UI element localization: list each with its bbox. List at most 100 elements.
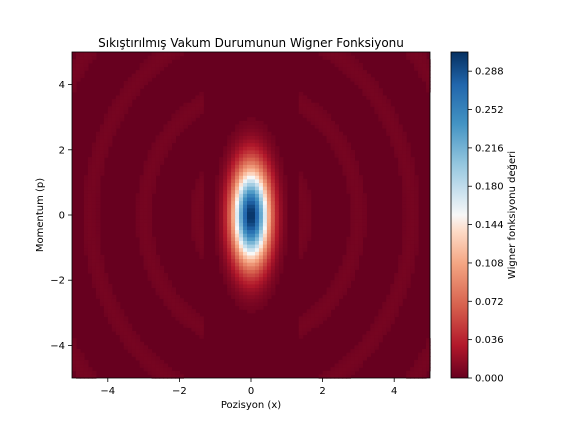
heatmap-cell: [342, 254, 348, 260]
heatmap-cell: [235, 182, 240, 187]
heatmap-cell: [378, 106, 383, 111]
heatmap-cell: [251, 149, 256, 155]
heatmap-cell: [159, 52, 165, 57]
heatmap-cell: [147, 258, 153, 263]
heatmap-cell: [346, 175, 352, 180]
heatmap-cell: [262, 131, 268, 136]
heatmap-cell: [247, 146, 252, 151]
heatmap-cell: [362, 211, 367, 216]
heatmap-cell: [362, 225, 367, 231]
heatmap-cell: [318, 52, 324, 57]
heatmap-cell: [175, 309, 180, 314]
heatmap-cell: [95, 215, 101, 220]
heatmap-cell: [394, 291, 399, 296]
heatmap-cell: [386, 298, 391, 303]
heatmap-cell: [274, 269, 280, 274]
heatmap-cell: [254, 149, 260, 155]
heatmap-cell: [342, 157, 348, 162]
heatmap-cell: [219, 167, 224, 173]
heatmap-cell: [350, 218, 356, 223]
heatmap-cell: [123, 106, 129, 111]
heatmap-cell: [338, 142, 344, 147]
heatmap-cell: [426, 367, 431, 372]
heatmap-cell: [278, 204, 284, 209]
heatmap-cell: [362, 91, 367, 97]
heatmap-cell: [334, 374, 340, 379]
heatmap-cell: [215, 200, 220, 205]
heatmap-cell: [266, 225, 272, 231]
heatmap-cell: [151, 153, 157, 158]
heatmap-cell: [258, 251, 264, 256]
heatmap-cell: [135, 218, 141, 223]
heatmap-cell: [103, 294, 109, 299]
heatmap-cell: [270, 189, 276, 194]
heatmap-cell: [147, 251, 153, 256]
heatmap-cell: [258, 305, 264, 310]
heatmap-cell: [366, 80, 371, 86]
heatmap-cell: [346, 370, 352, 375]
heatmap-cell: [382, 301, 387, 307]
heatmap-cell: [354, 189, 359, 194]
heatmap-cell: [326, 52, 332, 57]
heatmap-cell: [314, 120, 320, 126]
heatmap-cell: [354, 80, 359, 86]
heatmap-cell: [266, 131, 272, 136]
heatmap-cell: [171, 113, 177, 118]
heatmap-cell: [72, 77, 77, 82]
heatmap-cell: [83, 52, 89, 57]
heatmap-cell: [406, 186, 411, 191]
heatmap-cell: [418, 367, 423, 372]
heatmap-cell: [302, 200, 308, 205]
heatmap-cell: [358, 80, 363, 86]
heatmap-cell: [318, 309, 324, 314]
heatmap-cell: [243, 283, 248, 289]
heatmap-cell: [338, 363, 344, 368]
heatmap-cell: [310, 117, 316, 122]
heatmap-cell: [235, 229, 240, 234]
heatmap-cell: [143, 182, 149, 187]
heatmap-cell: [282, 218, 288, 223]
heatmap-cell: [406, 222, 411, 227]
heatmap-cell: [402, 272, 407, 278]
heatmap-cell: [251, 142, 256, 147]
heatmap-cell: [251, 218, 256, 223]
heatmap-cell: [75, 66, 81, 71]
heatmap-cell: [147, 349, 153, 354]
heatmap-cell: [163, 62, 169, 68]
heatmap-cell: [195, 178, 200, 183]
heatmap-cell: [258, 178, 264, 183]
heatmap-cell: [123, 99, 129, 104]
heatmap-cell: [270, 236, 276, 241]
heatmap-cell: [199, 196, 204, 202]
x-tick-label: 0: [248, 386, 254, 397]
heatmap-cell: [143, 196, 149, 202]
heatmap-cell: [247, 280, 252, 285]
heatmap-cell: [346, 363, 352, 368]
heatmap-cell: [346, 146, 352, 151]
heatmap-cell: [239, 186, 244, 191]
heatmap-cell: [254, 262, 260, 267]
heatmap-cell: [251, 131, 256, 136]
heatmap-cell: [342, 272, 348, 278]
heatmap-cell: [274, 189, 280, 194]
heatmap-cell: [95, 218, 101, 223]
heatmap-cell: [402, 182, 407, 187]
heatmap-cell: [219, 204, 224, 209]
heatmap-cell: [422, 356, 427, 361]
heatmap-cell: [270, 240, 276, 245]
heatmap-cell: [231, 196, 236, 202]
heatmap-cell: [314, 113, 320, 118]
heatmap-cell: [163, 153, 169, 158]
heatmap-cell: [406, 142, 411, 147]
heatmap-cell: [215, 215, 220, 220]
heatmap-cell: [278, 171, 284, 176]
heatmap-cell: [139, 70, 145, 75]
heatmap-cell: [147, 70, 153, 75]
heatmap-cell: [215, 204, 220, 209]
heatmap-cell: [147, 370, 153, 375]
heatmap-cell: [258, 291, 264, 296]
heatmap-cell: [334, 55, 340, 60]
heatmap-cell: [247, 294, 252, 299]
heatmap-cell: [119, 95, 125, 100]
heatmap-cell: [418, 359, 423, 365]
